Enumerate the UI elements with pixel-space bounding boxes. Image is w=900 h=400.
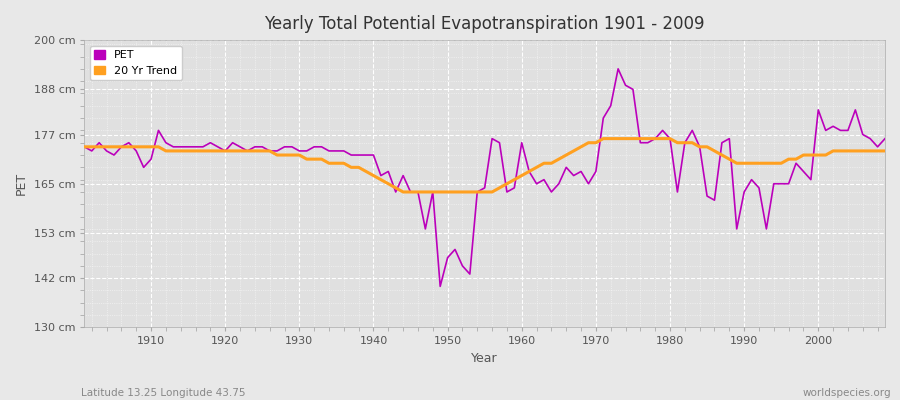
X-axis label: Year: Year (472, 352, 498, 365)
20 Yr Trend (517, 173, 527, 178)
20 Yr Trend (139, 144, 149, 149)
Line: 20 Yr Trend: 20 Yr Trend (85, 139, 885, 192)
20 Yr Trend (620, 136, 631, 141)
20 Yr Trend (398, 190, 409, 194)
Line: PET: PET (85, 69, 885, 286)
PET (620, 83, 631, 88)
Legend: PET, 20 Yr Trend: PET, 20 Yr Trend (90, 46, 182, 80)
Y-axis label: PET: PET (15, 172, 28, 195)
Text: Latitude 13.25 Longitude 43.75: Latitude 13.25 Longitude 43.75 (81, 388, 246, 398)
PET (346, 153, 356, 158)
20 Yr Trend (879, 148, 890, 153)
PET (879, 136, 890, 141)
PET (613, 66, 624, 71)
20 Yr Trend (346, 165, 356, 170)
PET (302, 148, 312, 153)
20 Yr Trend (524, 169, 535, 174)
Text: worldspecies.org: worldspecies.org (803, 388, 891, 398)
PET (79, 144, 90, 149)
PET (524, 169, 535, 174)
PET (435, 284, 446, 289)
20 Yr Trend (598, 136, 608, 141)
20 Yr Trend (79, 144, 90, 149)
PET (517, 140, 527, 145)
20 Yr Trend (302, 157, 312, 162)
Title: Yearly Total Potential Evapotranspiration 1901 - 2009: Yearly Total Potential Evapotranspiratio… (265, 15, 705, 33)
PET (139, 165, 149, 170)
